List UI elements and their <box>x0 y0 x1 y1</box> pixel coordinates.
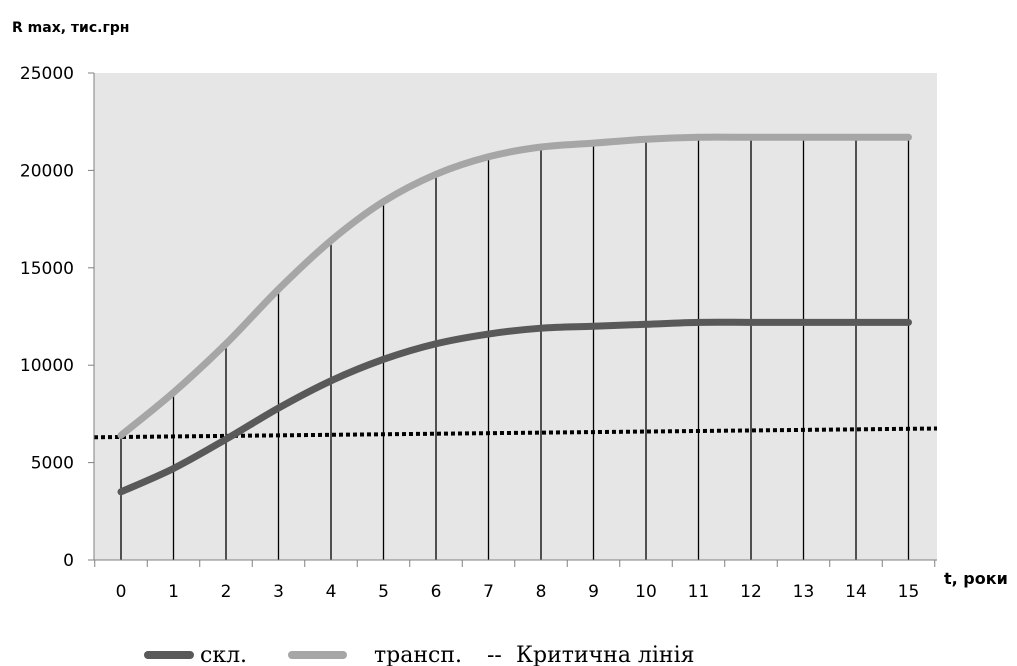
x-tick-label: 3 <box>273 582 284 602</box>
y-tick-labels: 0 5000 10000 15000 20000 25000 <box>20 64 74 571</box>
y-tick-label: 25000 <box>20 64 74 84</box>
x-tick-label: 10 <box>635 582 657 602</box>
x-tick-labels: 0 1 2 3 4 5 6 7 8 9 10 11 12 13 14 15 <box>116 582 920 602</box>
x-tick-label: 0 <box>116 582 127 602</box>
x-tick-label: 1 <box>168 582 179 602</box>
x-axis-title: t, роки <box>944 569 1008 588</box>
y-axis-title: R max, тис.грн <box>12 20 129 36</box>
x-tick-label: 13 <box>793 582 815 602</box>
drop-lines <box>120 137 910 560</box>
x-tick-label: 15 <box>898 582 920 602</box>
y-tick-label: 20000 <box>20 161 74 181</box>
x-tick-label: 8 <box>536 582 547 602</box>
x-tick-label: 12 <box>740 582 762 602</box>
y-tick-label: 10000 <box>20 356 74 376</box>
plot-area <box>94 73 937 560</box>
series-line-transp <box>117 133 912 439</box>
y-tick-label: 15000 <box>20 259 74 279</box>
legend: скл. трансп. -- Критична лінія <box>144 643 695 666</box>
x-tick-label: 14 <box>845 582 867 602</box>
y-tick-label: 5000 <box>31 454 74 474</box>
x-tick-label: 2 <box>221 582 232 602</box>
x-tick-label: 9 <box>588 582 599 602</box>
y-tick-label: 0 <box>63 551 74 571</box>
legend-label-skl: скл. <box>200 643 247 666</box>
legend-marker-critical: -- <box>487 643 502 666</box>
x-tick-label: 11 <box>688 582 710 602</box>
legend-label-transp: трансп. <box>374 643 462 666</box>
x-tick-label: 4 <box>326 582 337 602</box>
series-line-skl <box>117 318 912 496</box>
series-lines <box>93 133 938 496</box>
x-tick-label: 6 <box>431 582 442 602</box>
axes <box>88 72 937 567</box>
x-tick-label: 5 <box>378 582 389 602</box>
x-tick-label: 7 <box>483 582 494 602</box>
legend-label-critical: Критична лінія <box>516 643 695 666</box>
